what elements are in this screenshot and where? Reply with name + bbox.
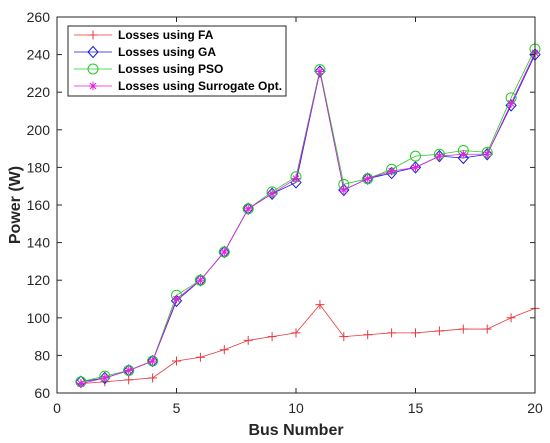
data-point [267,332,277,342]
data-point [434,326,444,336]
legend-label: Losses using FA [118,28,214,42]
x-tick-label: 5 [173,400,181,416]
data-point [339,185,348,195]
data-point [243,335,253,345]
data-point [148,356,157,366]
data-point [218,246,230,258]
data-point [172,294,181,304]
y-tick-label: 120 [27,272,51,288]
data-point [194,274,206,286]
legend-item: Losses using Surrogate Opt. [74,79,282,93]
legend-marker [87,45,99,59]
data-point [123,364,135,376]
data-point [291,328,301,338]
data-point [315,300,325,310]
data-point [506,99,516,108]
data-point [459,150,468,159]
data-point [196,276,205,285]
data-point [172,356,181,366]
data-point [219,345,229,355]
series-layer [75,43,541,389]
data-point [362,173,374,185]
data-point [267,189,277,198]
x-tick-label: 10 [288,400,304,416]
data-point [457,151,469,165]
legend-label: Losses using GA [118,45,216,59]
data-point [148,373,158,383]
y-tick-label: 220 [27,84,51,100]
data-point [242,203,254,215]
legend-item: Losses using PSO [74,62,223,76]
data-point [387,166,396,176]
legend: Losses using FA Losses using GA Losses usi… [67,25,287,97]
y-tick-label: 60 [34,385,50,401]
data-point [506,313,516,323]
series-4 [76,48,540,388]
data-point [195,352,205,362]
legend-label: Losses using PSO [118,62,223,76]
data-point [410,150,421,162]
y-tick-label: 140 [27,235,51,251]
x-axis-label: Bus Number [248,422,343,439]
data-point [458,324,468,334]
y-tick-label: 200 [27,122,51,138]
data-point [314,65,326,78]
legend-label: Losses using Surrogate Opt. [118,79,282,93]
data-point [100,373,109,383]
data-point [99,371,111,385]
data-point [124,375,134,385]
data-point [315,67,325,76]
legend-marker [87,63,99,75]
data-point [363,330,373,340]
data-point [482,324,492,334]
y-tick-label: 240 [27,47,51,63]
x-tick-label: 20 [527,400,543,416]
y-tick-label: 260 [27,9,51,25]
y-tick-label: 180 [27,159,51,175]
data-point [363,174,372,183]
y-tick-label: 160 [27,197,51,213]
data-point [411,328,420,338]
legend-item: Losses using FA [74,28,214,42]
data-point [339,332,349,342]
data-point [220,247,229,257]
data-point [147,355,159,367]
data-point [291,174,301,183]
legend-marker [88,30,98,40]
data-point [411,163,420,172]
legend-marker [88,81,98,91]
data-point [124,366,133,375]
y-axis-label: Power (W) [7,166,24,244]
data-point [244,204,253,213]
y-tick-label: 100 [27,310,51,326]
data-point [76,379,86,388]
data-point [483,150,492,159]
data-point [387,328,397,338]
data-point [435,151,444,161]
legend-box [67,25,287,97]
axes-layer: 0 5 10 15 20 60 80 100 120 140 160 180 200 220 240 260 [27,9,543,416]
legend-item: Losses using GA [74,45,216,59]
x-tick-label: 15 [408,400,424,416]
x-tick-label: 0 [53,400,61,416]
y-tick-label: 80 [34,347,50,363]
